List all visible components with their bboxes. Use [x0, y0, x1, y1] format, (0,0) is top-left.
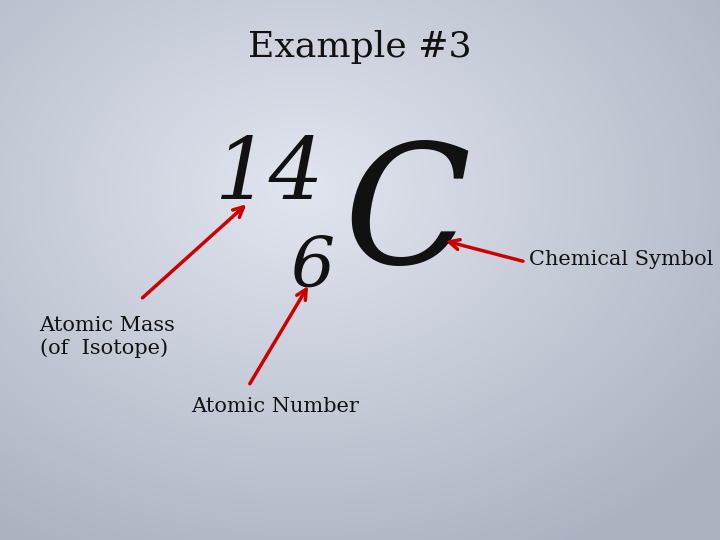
Text: Chemical Symbol: Chemical Symbol: [529, 249, 714, 269]
Text: C: C: [343, 138, 471, 299]
Text: 14: 14: [215, 134, 325, 217]
Text: Atomic Number: Atomic Number: [191, 397, 359, 416]
Text: Example #3: Example #3: [248, 30, 472, 64]
Text: 6: 6: [291, 234, 336, 301]
Text: Atomic Mass
(of  Isotope): Atomic Mass (of Isotope): [40, 316, 176, 357]
